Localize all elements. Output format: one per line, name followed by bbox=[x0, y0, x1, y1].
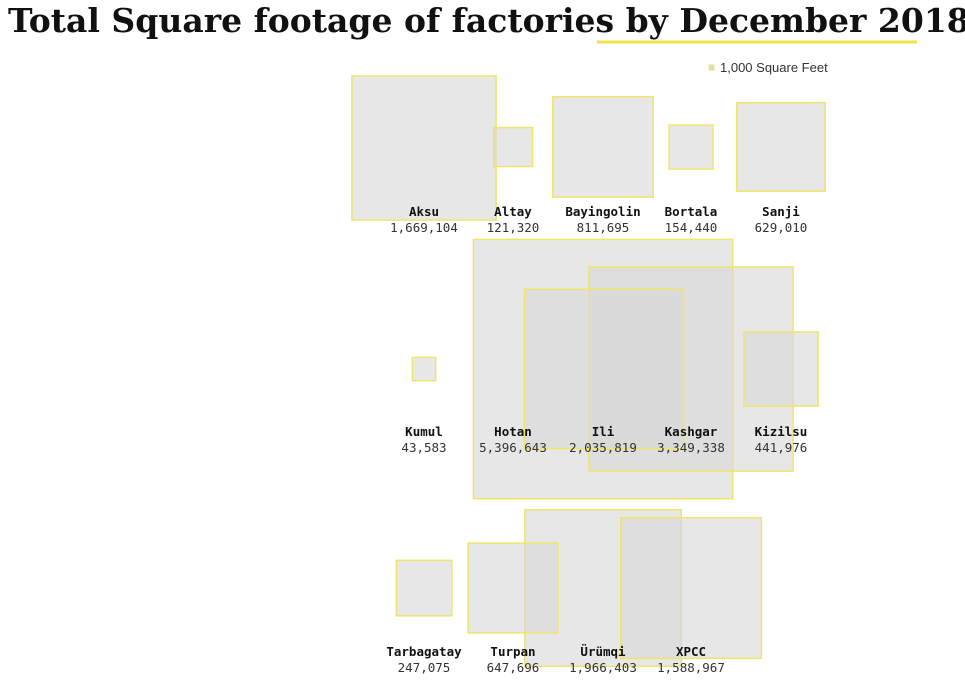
title-main-text: Total Square footage of factories bbox=[8, 1, 626, 40]
region-name-kumul: Kumul bbox=[405, 424, 443, 439]
title-text: Total Square footage of factories by Dec… bbox=[8, 1, 965, 40]
region-value-bayingolin: 811,695 bbox=[577, 220, 630, 235]
region-name-bortala: Bortala bbox=[665, 204, 718, 219]
square-kumul bbox=[411, 356, 437, 382]
square-bayingolin bbox=[551, 95, 654, 198]
region-value-bortala: 154,440 bbox=[665, 220, 718, 235]
region-value-ili: 2,035,819 bbox=[569, 440, 637, 455]
region-name-ili: Ili bbox=[592, 424, 615, 439]
region-value-kizilsu: 441,976 bbox=[755, 440, 808, 455]
region-name-kizilsu: Kizilsu bbox=[755, 424, 808, 439]
region-value-kashgar: 3,349,338 bbox=[657, 440, 725, 455]
legend-swatch bbox=[708, 64, 715, 71]
region-value-tarbagatay: 247,075 bbox=[398, 660, 451, 675]
title-highlight-text: by December 2018 bbox=[626, 1, 965, 40]
region-value-xpcc: 1,588,967 bbox=[657, 660, 725, 675]
region-name-kashgar: Kashgar bbox=[665, 424, 718, 439]
square-kizilsu bbox=[743, 331, 819, 407]
region-name-turpan: Turpan bbox=[490, 644, 535, 659]
region-name-xpcc: XPCC bbox=[676, 644, 706, 659]
region-name-bayingolin: Bayingolin bbox=[565, 204, 640, 219]
legend-label: 1,000 Square Feet bbox=[720, 60, 828, 75]
region-name-aksu: Aksu bbox=[409, 204, 439, 219]
square-xpcc bbox=[619, 516, 763, 660]
chart-title: Total Square footage of factories by Dec… bbox=[8, 1, 965, 44]
region-name-hotan: Hotan bbox=[494, 424, 532, 439]
region-value-urumqi: 1,966,403 bbox=[569, 660, 637, 675]
square-sanji bbox=[735, 101, 826, 192]
region-name-sanji: Sanji bbox=[762, 204, 800, 219]
region-value-turpan: 647,696 bbox=[487, 660, 540, 675]
square-altay bbox=[492, 126, 534, 168]
squares-layer bbox=[351, 75, 826, 668]
region-value-kumul: 43,583 bbox=[401, 440, 446, 455]
region-value-sanji: 629,010 bbox=[755, 220, 808, 235]
region-name-urumqi: Ürümqi bbox=[580, 644, 626, 659]
region-name-altay: Altay bbox=[494, 204, 532, 219]
square-bortala bbox=[668, 124, 714, 170]
region-value-altay: 121,320 bbox=[487, 220, 540, 235]
region-value-hotan: 5,396,643 bbox=[479, 440, 547, 455]
square-aksu bbox=[351, 75, 497, 221]
square-turpan bbox=[467, 542, 559, 634]
square-tarbagatay bbox=[395, 559, 453, 617]
square-ili bbox=[523, 288, 685, 450]
region-value-aksu: 1,669,104 bbox=[390, 220, 458, 235]
region-name-tarbagatay: Tarbagatay bbox=[386, 644, 462, 659]
legend: 1,000 Square Feet bbox=[708, 60, 828, 75]
